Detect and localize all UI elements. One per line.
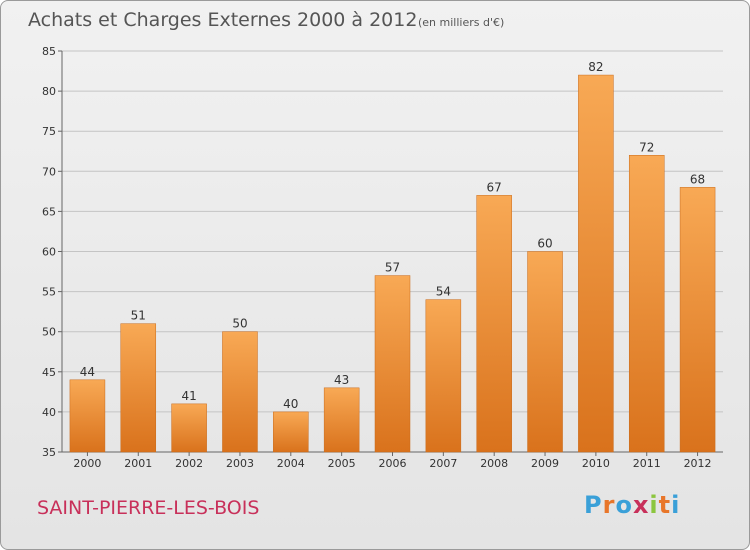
x-tick-label: 2002 bbox=[175, 457, 203, 470]
logo-letter: i bbox=[649, 491, 659, 519]
bar bbox=[425, 299, 462, 453]
logo-letter: r bbox=[602, 491, 616, 519]
bar bbox=[222, 331, 258, 453]
data-label: 43 bbox=[334, 373, 349, 387]
bar bbox=[374, 275, 411, 453]
bar bbox=[120, 323, 157, 453]
y-tick-label: 50 bbox=[42, 326, 56, 339]
y-tick-label: 55 bbox=[42, 286, 56, 299]
bar bbox=[476, 195, 512, 453]
y-tick-label: 70 bbox=[42, 165, 56, 178]
y-tick-label: 35 bbox=[42, 446, 56, 459]
y-tick-label: 60 bbox=[42, 246, 56, 259]
bar bbox=[171, 403, 207, 453]
x-tick-label: 2008 bbox=[480, 457, 508, 470]
x-tick-label: 2010 bbox=[582, 457, 610, 470]
bar bbox=[273, 411, 309, 453]
y-tick-label: 65 bbox=[42, 205, 56, 218]
y-tick-label: 40 bbox=[42, 406, 56, 419]
data-label: 57 bbox=[385, 261, 400, 275]
y-tick-label: 75 bbox=[42, 125, 56, 138]
data-label: 44 bbox=[80, 365, 95, 379]
x-tick-label: 2001 bbox=[124, 457, 152, 470]
x-tick-label: 2005 bbox=[328, 457, 356, 470]
bar bbox=[69, 379, 106, 453]
x-tick-label: 2004 bbox=[277, 457, 305, 470]
proxiti-logo: Proxiti bbox=[584, 491, 680, 519]
bar bbox=[578, 74, 614, 453]
logo-letter: P bbox=[584, 491, 603, 519]
bar bbox=[527, 251, 563, 453]
chart-unit: (en milliers d'€) bbox=[418, 16, 505, 29]
logo-letter: o bbox=[615, 491, 633, 519]
data-label: 54 bbox=[436, 285, 451, 299]
labels: 35 40 45 50 55 60 65 70 75 80 85 44 2000 51 2001 41 2002… bbox=[42, 45, 712, 470]
x-tick-label: 2009 bbox=[531, 457, 559, 470]
data-label: 72 bbox=[639, 140, 654, 154]
logo-letter: i bbox=[671, 491, 681, 519]
data-label: 60 bbox=[537, 237, 552, 251]
bars bbox=[69, 74, 716, 453]
logo-letter: x bbox=[632, 491, 650, 519]
x-tick-label: 2003 bbox=[226, 457, 254, 470]
bar bbox=[679, 187, 716, 453]
y-tick-label: 85 bbox=[42, 45, 56, 58]
data-label: 67 bbox=[487, 180, 502, 194]
data-label: 68 bbox=[690, 172, 705, 186]
data-label: 82 bbox=[588, 60, 603, 74]
data-label: 50 bbox=[232, 317, 247, 331]
data-label: 41 bbox=[181, 389, 196, 403]
x-tick-label: 2006 bbox=[379, 457, 407, 470]
y-tick-label: 45 bbox=[42, 366, 56, 379]
y-tick-label: 80 bbox=[42, 85, 56, 98]
bar bbox=[323, 387, 360, 453]
logo-letter: t bbox=[658, 491, 672, 519]
bar bbox=[628, 155, 665, 453]
x-tick-label: 2011 bbox=[633, 457, 661, 470]
x-tick-label: 2012 bbox=[684, 457, 712, 470]
x-tick-label: 2000 bbox=[73, 457, 101, 470]
x-tick-label: 2007 bbox=[429, 457, 457, 470]
data-label: 40 bbox=[283, 397, 298, 411]
chart-title: Achats et Charges Externes 2000 à 2012 bbox=[28, 9, 418, 31]
commune-name: SAINT-PIERRE-LES-BOIS bbox=[37, 497, 260, 519]
data-label: 51 bbox=[131, 309, 146, 323]
